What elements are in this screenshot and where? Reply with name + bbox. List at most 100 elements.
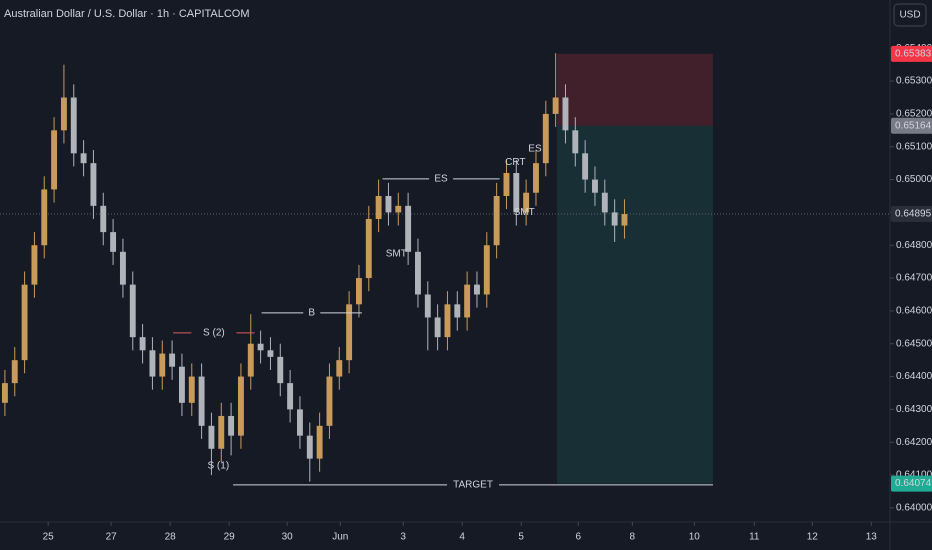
y-tick-label: 0.64300 <box>896 404 932 415</box>
level-label: TARGET <box>453 480 493 491</box>
candle-body <box>149 350 156 377</box>
candle-body <box>306 435 313 459</box>
candle-body <box>90 163 97 206</box>
candle-body <box>582 153 589 180</box>
target-zone <box>557 125 713 484</box>
candle-body <box>336 360 343 377</box>
candle-body <box>503 173 510 196</box>
y-tick-label: 0.64200 <box>896 437 932 448</box>
x-tick-label: 29 <box>224 532 236 543</box>
price-tag-label: 0.64074 <box>895 478 932 489</box>
x-tick-label: 28 <box>165 532 177 543</box>
candle-body <box>257 343 264 351</box>
candle-body <box>60 97 67 131</box>
y-tick-label: 0.64400 <box>896 371 932 382</box>
price-tag-label: 0.64895 <box>895 209 932 220</box>
candle-body <box>542 113 549 164</box>
y-tick-label: 0.64100 <box>896 470 932 481</box>
price-tag <box>891 475 932 492</box>
x-tick-label: 25 <box>43 532 55 543</box>
candle-body <box>247 343 254 377</box>
y-tick-label: 0.64700 <box>896 273 932 284</box>
candle-body <box>208 425 215 449</box>
candle-body <box>395 205 402 213</box>
candle-body <box>1 383 8 403</box>
annotation: ES <box>528 143 542 154</box>
candle-body <box>100 205 107 233</box>
candle-body <box>119 251 126 285</box>
candle-body <box>424 294 431 318</box>
x-tick-label: 12 <box>807 532 819 543</box>
candle-body <box>483 245 490 295</box>
currency-button[interactable] <box>893 3 927 27</box>
candle-body <box>70 97 77 154</box>
annotation: SMT <box>386 249 407 260</box>
x-tick-label: 6 <box>575 532 581 543</box>
x-tick-label: 3 <box>400 532 406 543</box>
candle-body <box>228 415 235 436</box>
candle-body <box>493 195 500 246</box>
candle-body <box>444 304 451 338</box>
price-tag <box>891 45 932 62</box>
candle-body <box>110 232 117 252</box>
candle-body <box>31 245 38 285</box>
candle-body <box>41 189 48 246</box>
candle-body <box>454 304 461 318</box>
candle-body <box>198 376 205 426</box>
y-tick-label: 0.64500 <box>896 338 932 349</box>
candle-body <box>464 284 471 318</box>
x-tick-label: 11 <box>749 532 760 543</box>
candle-body <box>562 97 569 131</box>
candle-body <box>434 317 441 338</box>
candle-body <box>572 130 579 154</box>
candle-body <box>621 214 628 226</box>
candle-body <box>178 366 185 403</box>
annotation: CRT <box>505 157 525 168</box>
annotation: SMT <box>514 207 535 218</box>
candle-body <box>188 376 195 403</box>
candle-body <box>296 409 303 436</box>
level-label: ES <box>434 174 448 185</box>
candle-body <box>287 383 294 410</box>
level-label: S (2) <box>203 328 225 339</box>
candle-body <box>267 350 274 357</box>
candle-body <box>601 192 608 213</box>
candle-body <box>277 356 284 384</box>
y-tick-label: 0.65300 <box>896 76 932 87</box>
candle-body <box>474 284 480 295</box>
level-label: B <box>308 308 315 319</box>
y-tick-label: 0.64800 <box>896 240 932 251</box>
level-label-bg <box>447 477 500 492</box>
price-tag-label: 0.65164 <box>895 120 932 131</box>
candle-body <box>523 192 530 213</box>
candle-body <box>169 353 176 367</box>
candle-body <box>159 353 166 377</box>
level-label-bg <box>191 325 237 340</box>
candle-body <box>385 195 392 213</box>
candle-body <box>405 205 412 252</box>
candle-body <box>11 360 18 384</box>
candle-body <box>513 173 520 213</box>
y-tick-label: 0.65100 <box>896 141 932 152</box>
x-tick-label: 30 <box>282 532 294 543</box>
x-tick-label: 13 <box>866 532 878 543</box>
y-tick-label: 0.64600 <box>896 306 932 317</box>
x-tick-label: 4 <box>459 532 465 543</box>
stop-zone <box>557 53 713 126</box>
x-tick-label: 10 <box>689 532 701 543</box>
candle-body <box>552 97 559 114</box>
candle-body <box>415 251 421 295</box>
candle-body <box>326 376 333 426</box>
candle-body <box>375 195 382 219</box>
x-tick-label: 8 <box>630 532 636 543</box>
candle-body <box>21 284 28 361</box>
candle-body <box>533 163 539 193</box>
candle-body <box>237 376 244 436</box>
y-tick-label: 0.65000 <box>896 174 932 185</box>
x-tick-label: Jun <box>332 532 348 543</box>
candle-body <box>316 425 323 459</box>
currency-label[interactable]: USD <box>899 10 920 21</box>
candle-body <box>365 218 372 279</box>
